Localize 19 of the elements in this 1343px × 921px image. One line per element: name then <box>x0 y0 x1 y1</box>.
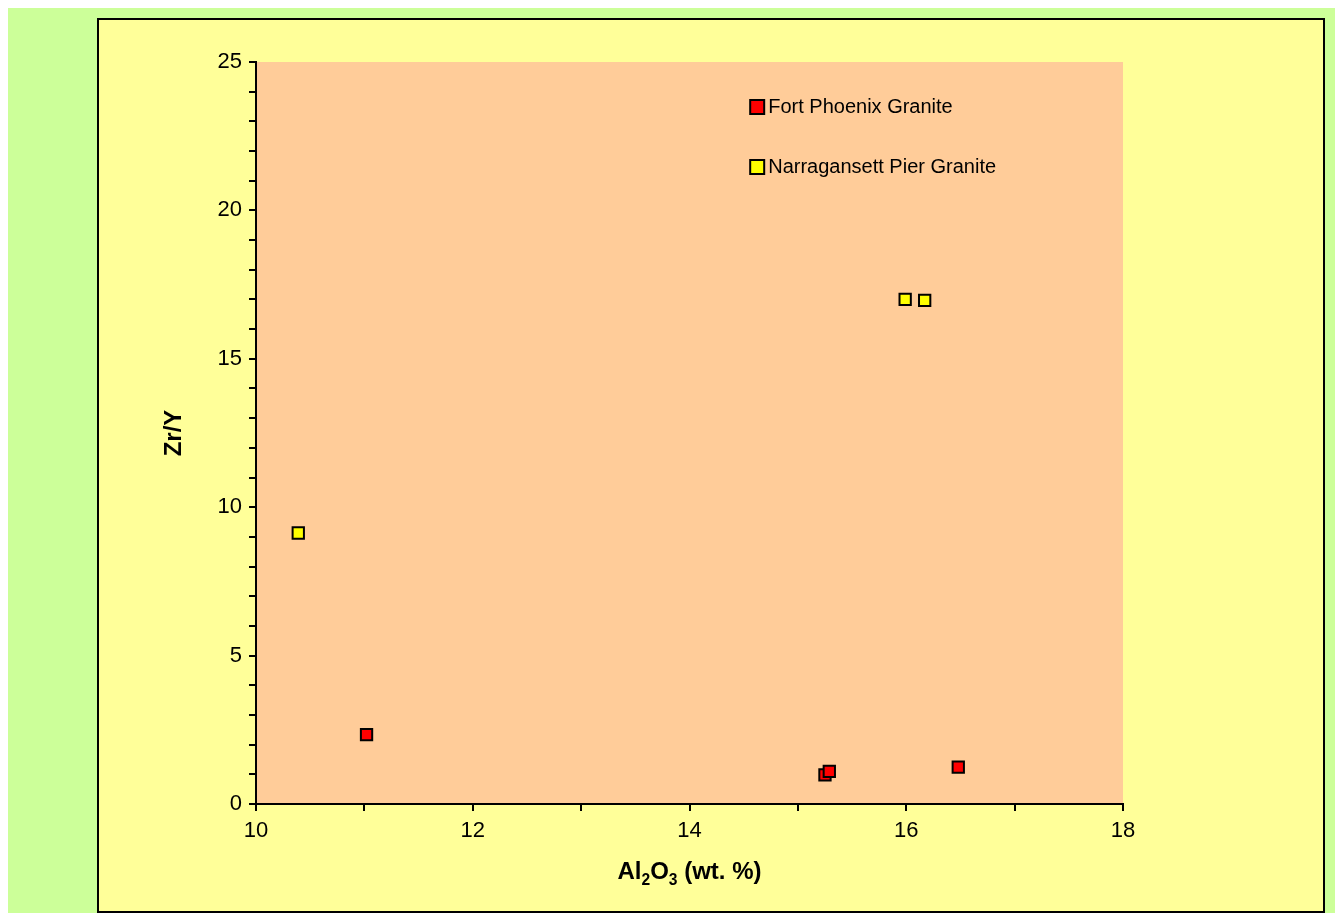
y-tick-label: 0 <box>229 790 242 816</box>
y-tick-label: 15 <box>217 344 242 370</box>
point <box>918 293 932 307</box>
point <box>898 292 912 307</box>
y-axis-title: Zr/Y <box>159 409 186 457</box>
y-tick-label: 20 <box>217 196 242 222</box>
point <box>359 727 374 742</box>
legend-label: Narragansett Pier Granite <box>768 154 997 177</box>
y-tick-label: 25 <box>217 48 242 74</box>
y-tick-label: 10 <box>217 493 242 519</box>
x-tick-label: 12 <box>460 817 485 843</box>
x-tick-label: 18 <box>1110 817 1136 843</box>
point <box>822 764 836 779</box>
x-tick-label: 14 <box>677 817 702 843</box>
point <box>291 526 305 540</box>
x-tick-label: 16 <box>894 817 919 843</box>
point <box>951 760 965 774</box>
y-tick-label: 5 <box>229 641 242 667</box>
legend-label: Fort Phoenix Granite <box>768 94 953 117</box>
